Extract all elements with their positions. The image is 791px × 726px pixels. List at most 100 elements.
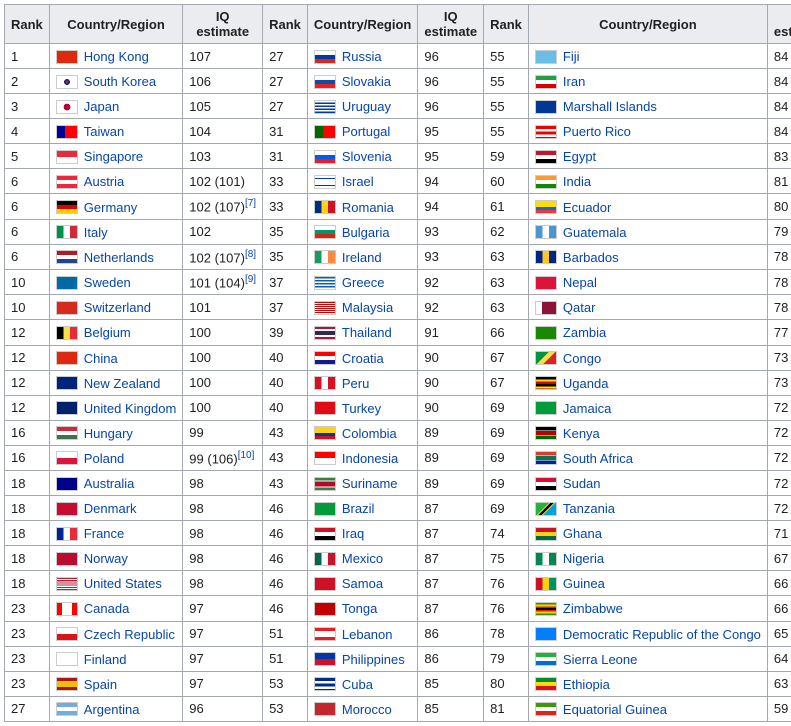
country-link[interactable]: Poland <box>84 451 124 466</box>
country-link[interactable]: Belgium <box>84 326 131 341</box>
country-link[interactable]: Croatia <box>342 351 384 366</box>
country-link[interactable]: France <box>84 526 124 541</box>
country-link[interactable]: Fiji <box>563 49 580 64</box>
country-link[interactable]: Turkey <box>342 401 381 416</box>
table-row: 23Canada9746Tonga8776Zimbabwe66 <box>5 596 791 621</box>
country-link[interactable]: Tonga <box>342 602 377 617</box>
reference-link[interactable]: [10] <box>238 450 255 461</box>
country-link[interactable]: Puerto Rico <box>563 124 631 139</box>
country-link[interactable]: Congo <box>563 351 601 366</box>
country-link[interactable]: Italy <box>84 225 108 240</box>
country-link[interactable]: Portugal <box>342 124 390 139</box>
country-link[interactable]: Slovakia <box>342 74 391 89</box>
country-link[interactable]: Jamaica <box>563 401 611 416</box>
iq-value: 66 <box>774 601 788 616</box>
country-link[interactable]: Bulgaria <box>342 225 390 240</box>
flag-icon <box>535 150 557 164</box>
country-link[interactable]: Barbados <box>563 250 619 265</box>
country-link[interactable]: Hungary <box>84 426 133 441</box>
flag-icon <box>56 552 78 566</box>
country-link[interactable]: Norway <box>84 551 128 566</box>
country-link[interactable]: Lebanon <box>342 627 393 642</box>
country-link[interactable]: Zimbabwe <box>563 602 623 617</box>
country-link[interactable]: Ghana <box>563 526 602 541</box>
country-link[interactable]: Germany <box>84 200 137 215</box>
country-link[interactable]: Sweden <box>84 275 131 290</box>
country-link[interactable]: Denmark <box>84 501 137 516</box>
country-link[interactable]: Uganda <box>563 376 609 391</box>
country-link[interactable]: Philippines <box>342 652 405 667</box>
reference-link[interactable]: [9] <box>245 274 256 285</box>
country-cell: Guatemala <box>528 219 767 244</box>
iq-value: 94 <box>424 174 438 189</box>
country-link[interactable]: Guinea <box>563 576 605 591</box>
country-link[interactable]: Kenya <box>563 426 600 441</box>
col-iq-header: IQ estimate <box>418 5 484 44</box>
country-link[interactable]: Ecuador <box>563 200 611 215</box>
country-link[interactable]: Brazil <box>342 501 375 516</box>
country-link[interactable]: Sierra Leone <box>563 652 637 667</box>
rank-cell: 1 <box>5 44 50 69</box>
country-link[interactable]: South Korea <box>84 74 156 89</box>
country-link[interactable]: Austria <box>84 174 124 189</box>
country-link[interactable]: Argentina <box>84 702 140 717</box>
country-link[interactable]: China <box>84 351 118 366</box>
country-link[interactable]: Nepal <box>563 275 597 290</box>
country-link[interactable]: Finland <box>84 652 127 667</box>
country-link[interactable]: Iraq <box>342 526 364 541</box>
country-link[interactable]: Israel <box>342 174 374 189</box>
country-link[interactable]: Greece <box>342 275 385 290</box>
country-link[interactable]: Suriname <box>342 476 398 491</box>
country-link[interactable]: Morocco <box>342 702 392 717</box>
iq-cell: 72 <box>767 395 791 420</box>
country-link[interactable]: Samoa <box>342 576 383 591</box>
country-link[interactable]: Australia <box>84 476 135 491</box>
reference-link[interactable]: [8] <box>245 249 256 260</box>
country-link[interactable]: Canada <box>84 602 130 617</box>
country-link[interactable]: Singapore <box>84 149 143 164</box>
country-link[interactable]: Russia <box>342 49 382 64</box>
country-link[interactable]: Czech Republic <box>84 627 175 642</box>
country-link[interactable]: Tanzania <box>563 501 615 516</box>
country-link[interactable]: Ethiopia <box>563 677 610 692</box>
country-cell: Colombia <box>307 420 418 445</box>
country-link[interactable]: Uruguay <box>342 99 391 114</box>
country-link[interactable]: Thailand <box>342 326 392 341</box>
country-link[interactable]: Sudan <box>563 476 601 491</box>
country-link[interactable]: Switzerland <box>84 300 151 315</box>
country-link[interactable]: United Kingdom <box>84 401 177 416</box>
country-link[interactable]: Japan <box>84 99 119 114</box>
country-link[interactable]: Cuba <box>342 677 373 692</box>
country-link[interactable]: Taiwan <box>84 124 124 139</box>
country-link[interactable]: Democratic Republic of the Congo <box>563 627 761 642</box>
iq-cell: 78 <box>767 295 791 320</box>
country-link[interactable]: Ireland <box>342 250 382 265</box>
country-link[interactable]: New Zealand <box>84 376 161 391</box>
country-link[interactable]: Equatorial Guinea <box>563 702 667 717</box>
country-link[interactable]: Netherlands <box>84 250 154 265</box>
country-link[interactable]: Malaysia <box>342 300 393 315</box>
country-link[interactable]: Indonesia <box>342 451 398 466</box>
country-link[interactable]: Zambia <box>563 326 606 341</box>
country-link[interactable]: Hong Kong <box>84 49 149 64</box>
country-cell: New Zealand <box>49 370 183 395</box>
country-link[interactable]: Marshall Islands <box>563 99 657 114</box>
country-link[interactable]: Nigeria <box>563 551 604 566</box>
country-link[interactable]: India <box>563 174 591 189</box>
reference-link[interactable]: [7] <box>245 198 256 209</box>
country-link[interactable]: Romania <box>342 200 394 215</box>
country-link[interactable]: Iran <box>563 74 585 89</box>
country-link[interactable]: Egypt <box>563 149 596 164</box>
iq-cell: 96 <box>418 44 484 69</box>
country-link[interactable]: Mexico <box>342 551 383 566</box>
rank-cell: 69 <box>484 471 529 496</box>
country-link[interactable]: South Africa <box>563 451 633 466</box>
iq-cell: 102 (107)[7] <box>183 194 263 219</box>
country-link[interactable]: Colombia <box>342 426 397 441</box>
country-link[interactable]: Spain <box>84 677 117 692</box>
country-link[interactable]: Peru <box>342 376 369 391</box>
country-link[interactable]: Qatar <box>563 300 596 315</box>
country-link[interactable]: Slovenia <box>342 149 392 164</box>
country-link[interactable]: United States <box>84 576 162 591</box>
country-link[interactable]: Guatemala <box>563 225 627 240</box>
